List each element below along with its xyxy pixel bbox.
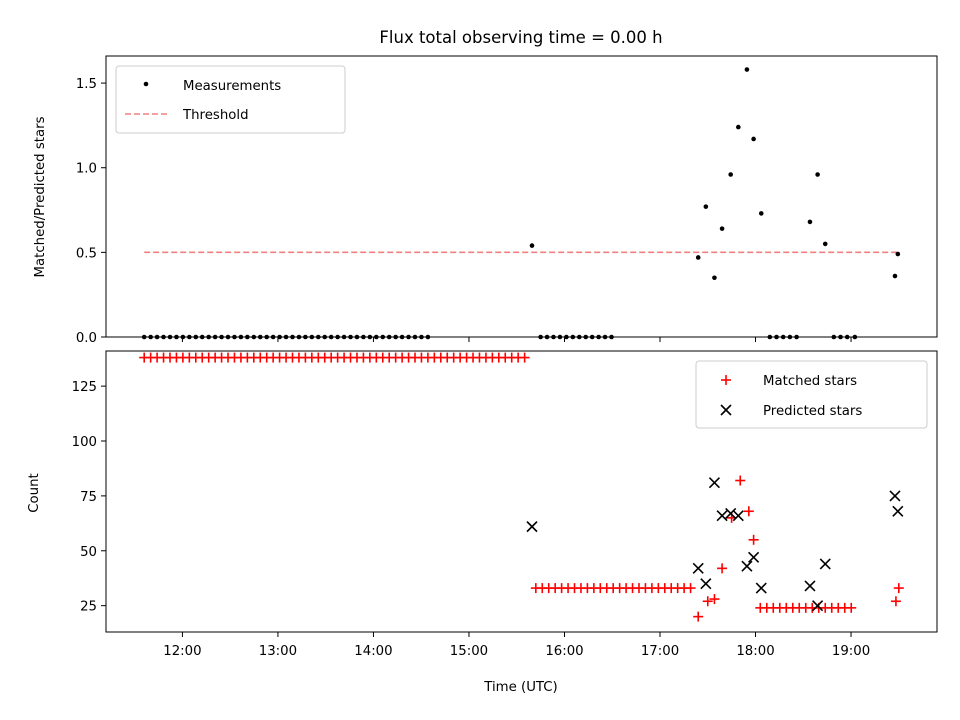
bottom-x-tick-label: 13:00 (259, 644, 297, 659)
matched-star-point (735, 475, 746, 486)
bottom-y-axis-label: Count (27, 473, 42, 513)
matched-star-point (693, 611, 704, 622)
top-y-tick-label: 0.0 (76, 331, 97, 346)
predicted-star-point (700, 578, 712, 590)
predicted-star-point (716, 510, 728, 522)
matched-star-point (709, 594, 720, 605)
measurement-point (728, 172, 733, 177)
measurement-point (815, 172, 820, 177)
top-y-tick-label: 1.5 (76, 77, 97, 92)
bottom-y-tick-label: 75 (80, 490, 97, 505)
top-y-axis-label: Matched/Predicted stars (33, 116, 48, 277)
bottom-x-tick-label: 12:00 (163, 644, 201, 659)
bottom-x-tick-label: 16:00 (545, 644, 583, 659)
measurement-point (703, 204, 709, 209)
predicted-star-point (708, 477, 721, 489)
measurement-point (529, 243, 535, 248)
measurement-point (895, 251, 901, 257)
measurement-point (807, 219, 813, 225)
measurement-point (751, 136, 756, 142)
matched-star-point (893, 583, 904, 594)
predicted-star-point (812, 600, 824, 612)
bottom-plot-frame (105, 350, 938, 633)
predicted-star-point (725, 507, 737, 520)
legend-marker-measurements (143, 81, 149, 87)
matched-star-point (846, 602, 857, 613)
bottom-panel: 25 50 75 100 125 12:00 13:00 14:00 15:00 16:00 17:… (72, 350, 938, 659)
measurement-point (892, 273, 898, 279)
matched-star-point (519, 352, 530, 363)
bottom-x-tick-label: 15:00 (450, 644, 488, 659)
matched-star-point (702, 596, 713, 607)
chart-title: Flux total observing time = 0.00 h (379, 28, 662, 47)
matched-star-point (717, 563, 728, 574)
bottom-y-tick-label: 100 (72, 435, 97, 450)
legend-box (115, 65, 346, 134)
legend-marker-matched (721, 375, 731, 385)
bottom-legend: Matched stars Predicted stars (695, 360, 928, 429)
x-axis-label: Time (UTC) (483, 680, 558, 695)
predicted-star-point (692, 562, 704, 574)
measurement-point (719, 226, 725, 231)
legend-box (695, 360, 928, 429)
legend-marker-predicted (720, 404, 732, 416)
predicted-star-point (804, 580, 816, 592)
legend-label-threshold: Threshold (182, 108, 249, 123)
predicted-star-point (819, 558, 831, 570)
measurement-point (712, 275, 717, 281)
matched-star-point (685, 583, 696, 594)
bottom-x-tick-label: 19:00 (832, 644, 870, 659)
predicted-star-point (748, 551, 760, 563)
measurement-point (822, 241, 828, 247)
top-plot-frame (105, 55, 938, 338)
matched-star-point (743, 506, 754, 517)
bottom-y-tick-label: 25 (80, 600, 97, 615)
bottom-x-tick-label: 18:00 (736, 644, 774, 659)
legend-label-measurements: Measurements (183, 79, 281, 94)
top-panel: 0.0 0.5 1.0 1.5 Measurements Threshold (76, 55, 938, 346)
legend-label-predicted: Predicted stars (763, 404, 862, 419)
measurement-point (744, 67, 750, 72)
top-legend: Measurements Threshold (115, 65, 346, 134)
legend-label-matched: Matched stars (763, 374, 857, 389)
bottom-y-tick-label: 50 (80, 545, 97, 560)
predicted-star-point (732, 510, 744, 522)
bottom-x-tick-label: 17:00 (641, 644, 679, 659)
top-y-tick-label: 1.0 (76, 162, 97, 177)
predicted-star-point (741, 560, 753, 572)
predicted-star-point (526, 521, 538, 533)
top-y-tick-label: 0.5 (76, 246, 97, 261)
matched-star-point (748, 534, 759, 545)
measurement-point (736, 124, 741, 130)
predicted-star-point (889, 490, 901, 502)
measurement-point (695, 255, 701, 260)
measurement-point (758, 211, 764, 216)
bottom-y-tick-label: 125 (72, 380, 97, 395)
predicted-star-point (755, 582, 767, 594)
bottom-x-tick-label: 14:00 (354, 644, 392, 659)
predicted-star-point (892, 505, 904, 517)
matched-star-point (890, 596, 901, 607)
